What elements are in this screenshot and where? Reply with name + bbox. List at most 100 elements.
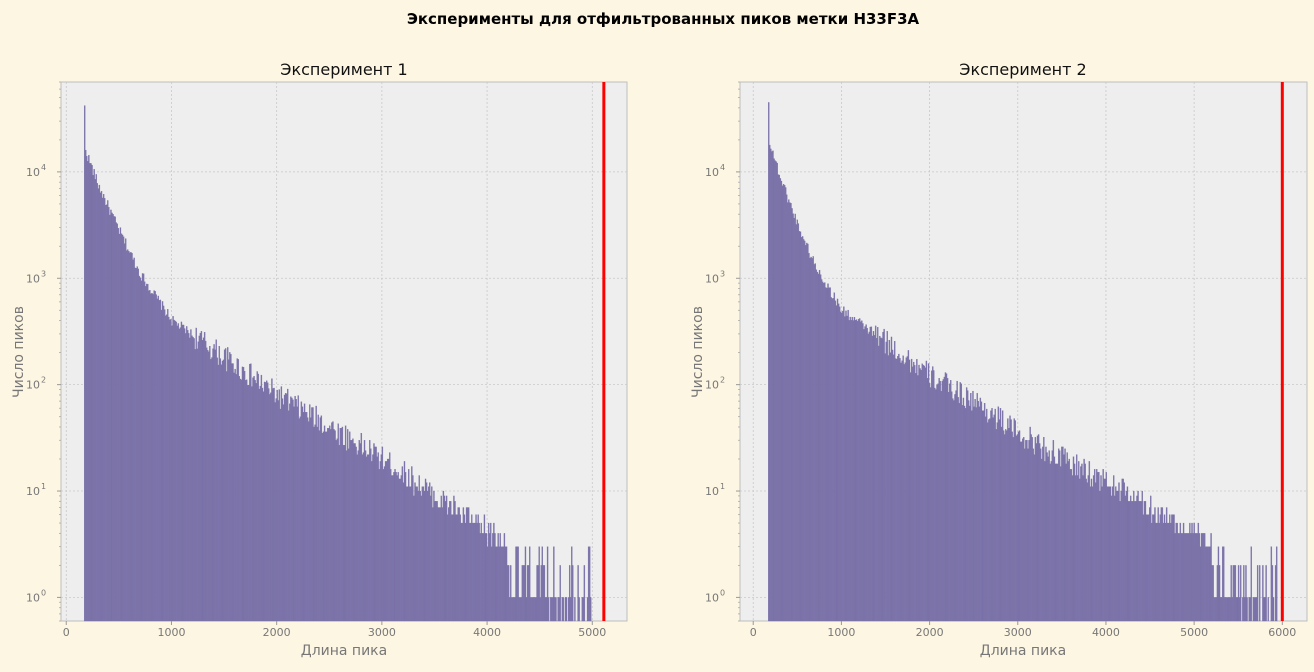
histogram-bar bbox=[960, 383, 963, 622]
histogram-bar bbox=[505, 546, 508, 622]
histogram-bar bbox=[285, 393, 288, 622]
histogram-bar bbox=[147, 283, 149, 622]
histogram-bar bbox=[895, 358, 897, 622]
y-tick-label-base: 10 bbox=[705, 485, 719, 498]
histogram-bar bbox=[886, 331, 888, 622]
histogram-bar bbox=[1035, 443, 1038, 622]
histogram-bar bbox=[500, 546, 502, 622]
histogram-bar bbox=[965, 387, 968, 622]
histogram-bar bbox=[240, 379, 243, 622]
histogram-bar bbox=[1166, 522, 1169, 622]
y-tick-label-exponent: 1 bbox=[41, 482, 46, 491]
histogram-bar bbox=[100, 191, 103, 622]
histogram-bar bbox=[201, 340, 204, 622]
histogram-bar bbox=[193, 338, 195, 622]
histogram-bar bbox=[901, 360, 903, 622]
histogram-bar bbox=[1196, 533, 1198, 622]
histogram-bar bbox=[178, 328, 181, 622]
histogram-bar bbox=[892, 354, 895, 622]
histogram-bar bbox=[934, 387, 936, 622]
histogram-bar bbox=[850, 319, 852, 622]
histogram-bar bbox=[437, 507, 439, 622]
histogram-bar bbox=[533, 597, 535, 622]
histogram-bar bbox=[1030, 434, 1032, 622]
histogram-bar bbox=[1068, 458, 1070, 622]
histogram-bar bbox=[179, 327, 182, 622]
histogram-bar bbox=[291, 397, 293, 622]
histogram-bar bbox=[83, 105, 86, 622]
histogram-bar bbox=[1157, 507, 1159, 622]
histogram-bar bbox=[574, 597, 576, 622]
histogram-bar bbox=[114, 216, 116, 622]
histogram-bar bbox=[122, 236, 125, 622]
histogram-bar bbox=[88, 155, 90, 622]
histogram-bar bbox=[791, 208, 793, 622]
histogram-bar bbox=[535, 597, 537, 622]
histogram-bar bbox=[85, 149, 87, 622]
histogram-bar bbox=[1042, 446, 1044, 622]
histogram-bar bbox=[558, 597, 560, 622]
histogram-bar bbox=[270, 392, 272, 622]
histogram-bar bbox=[1054, 463, 1057, 622]
histogram-bar bbox=[954, 394, 956, 622]
histogram-bar bbox=[1026, 440, 1028, 622]
y-tick-label-base: 10 bbox=[26, 379, 40, 392]
histogram-bar bbox=[1142, 514, 1145, 622]
histogram-bar bbox=[317, 414, 319, 622]
histogram-bar bbox=[889, 352, 892, 622]
x-tick-label: 3000 bbox=[1004, 626, 1032, 639]
histogram-bar bbox=[222, 359, 225, 622]
histogram-bar bbox=[964, 408, 967, 622]
histogram-bar bbox=[348, 448, 350, 622]
histogram-bar bbox=[120, 233, 123, 622]
histogram-bar bbox=[390, 469, 392, 622]
histogram-bar bbox=[207, 350, 209, 622]
histogram-bar bbox=[155, 294, 157, 622]
histogram-bar bbox=[401, 466, 404, 622]
histogram-bar bbox=[783, 185, 786, 622]
histogram-bar bbox=[413, 495, 415, 622]
histogram-bar bbox=[781, 185, 784, 622]
histogram-bar bbox=[259, 385, 262, 622]
histogram-bar bbox=[107, 200, 109, 622]
histogram-bar bbox=[1090, 478, 1093, 622]
histogram-bar bbox=[116, 223, 118, 622]
histogram-bar bbox=[246, 379, 248, 622]
histogram-bar bbox=[876, 338, 878, 622]
histogram-bar bbox=[445, 495, 448, 622]
panel-experiment-1: Эксперимент 1 Длина пика Число пиков 0 10… bbox=[11, 60, 628, 659]
histogram-bar bbox=[939, 380, 941, 622]
histogram-bar bbox=[1214, 597, 1216, 622]
y-tick-label-base: 10 bbox=[705, 166, 719, 179]
histogram-bar bbox=[861, 320, 863, 622]
histogram-bar bbox=[590, 597, 592, 622]
histogram-bar bbox=[457, 507, 459, 622]
histogram-bar bbox=[93, 169, 95, 622]
histogram-bar bbox=[493, 522, 495, 622]
histogram-bar bbox=[998, 419, 1001, 622]
histogram-bar bbox=[123, 243, 126, 622]
histogram-bar bbox=[1012, 437, 1014, 622]
histogram-bar bbox=[1144, 501, 1147, 622]
histogram-bar bbox=[269, 394, 271, 622]
x-tick-label: 2000 bbox=[916, 626, 944, 639]
histogram-bar bbox=[302, 412, 305, 622]
histogram-bar bbox=[536, 565, 538, 622]
histogram-bar bbox=[1199, 546, 1202, 622]
histogram-bar bbox=[1206, 546, 1208, 622]
histogram-bar bbox=[295, 399, 297, 622]
histogram-bar bbox=[148, 290, 150, 622]
histogram-bar bbox=[1158, 522, 1160, 622]
histogram-bar bbox=[525, 597, 528, 622]
histogram-bar bbox=[504, 546, 507, 622]
histogram-bar bbox=[1216, 565, 1219, 622]
histogram-bar bbox=[325, 431, 328, 622]
histogram-bar bbox=[360, 432, 363, 622]
histogram-bar bbox=[1184, 533, 1187, 622]
y-tick-label-base: 10 bbox=[26, 272, 40, 285]
histogram-bar bbox=[1244, 597, 1246, 622]
x-tick-label: 5000 bbox=[1180, 626, 1208, 639]
histogram-bar bbox=[516, 546, 518, 622]
histogram-bar bbox=[1004, 434, 1006, 622]
